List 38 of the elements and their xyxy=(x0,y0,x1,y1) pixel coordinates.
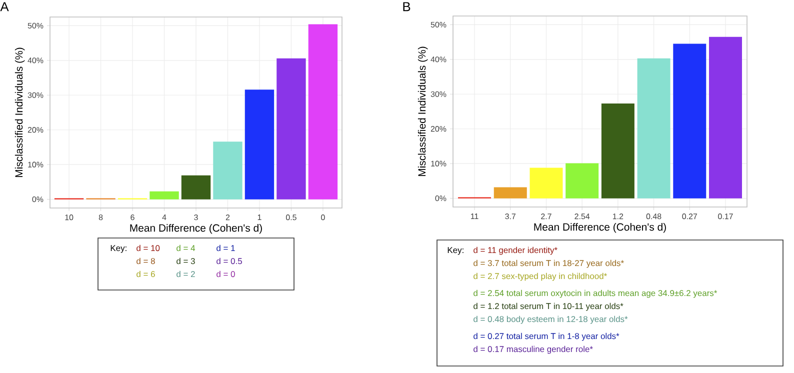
bar xyxy=(181,175,211,200)
text: d = 1.2 total serum T in 10-11 year olds* xyxy=(474,302,624,311)
text: d = 8 xyxy=(136,258,155,264)
bar xyxy=(673,44,706,198)
text: d = 6 xyxy=(136,270,155,278)
text: d = 3 xyxy=(176,258,195,264)
bar xyxy=(709,36,742,198)
bar xyxy=(244,90,274,200)
bar xyxy=(276,58,306,200)
text: Key: xyxy=(448,247,464,255)
bar xyxy=(213,142,242,200)
x-axis-title: Mean Difference (Cohen's d) xyxy=(130,224,262,234)
text: d = 0 xyxy=(216,270,235,278)
chart-title: B xyxy=(403,2,410,12)
bar xyxy=(494,187,527,198)
y-axis-title: Misclassified Individuals (%) xyxy=(14,48,25,178)
chart-title: A xyxy=(0,2,9,12)
text: d = 3.7 total serum T in 18-27 year olds* xyxy=(474,260,624,268)
text: Key: xyxy=(110,245,126,253)
text: d = 0.5 xyxy=(216,258,242,264)
bar xyxy=(150,191,179,200)
text: d = 10 xyxy=(136,244,160,252)
x-axis-title: Mean Difference (Cohen's d) xyxy=(534,223,666,233)
text: d = 4 xyxy=(176,244,196,252)
text: d = 0.27 total serum T in 1-8 year olds* xyxy=(474,332,620,341)
text: d = 2.7 sex-typed play in childhood* xyxy=(474,272,607,281)
bar xyxy=(601,104,634,198)
bar xyxy=(637,58,670,198)
text: d = 1 xyxy=(216,244,235,252)
text: d = 0.48 body esteem in 12-18 year olds* xyxy=(474,316,628,324)
bar xyxy=(566,163,599,198)
y-axis-title: Misclassified Individuals (%) xyxy=(418,46,428,176)
bar xyxy=(530,168,563,198)
text: d = 2 xyxy=(176,270,195,278)
bar xyxy=(308,24,338,200)
text: d = 2.54 total serum oxytocin in adults mean age 34.9±6.2 years* xyxy=(474,290,718,298)
text: d = 11 gender identity* xyxy=(474,246,558,255)
text: d = 0.17 masculine gender role* xyxy=(474,346,593,354)
